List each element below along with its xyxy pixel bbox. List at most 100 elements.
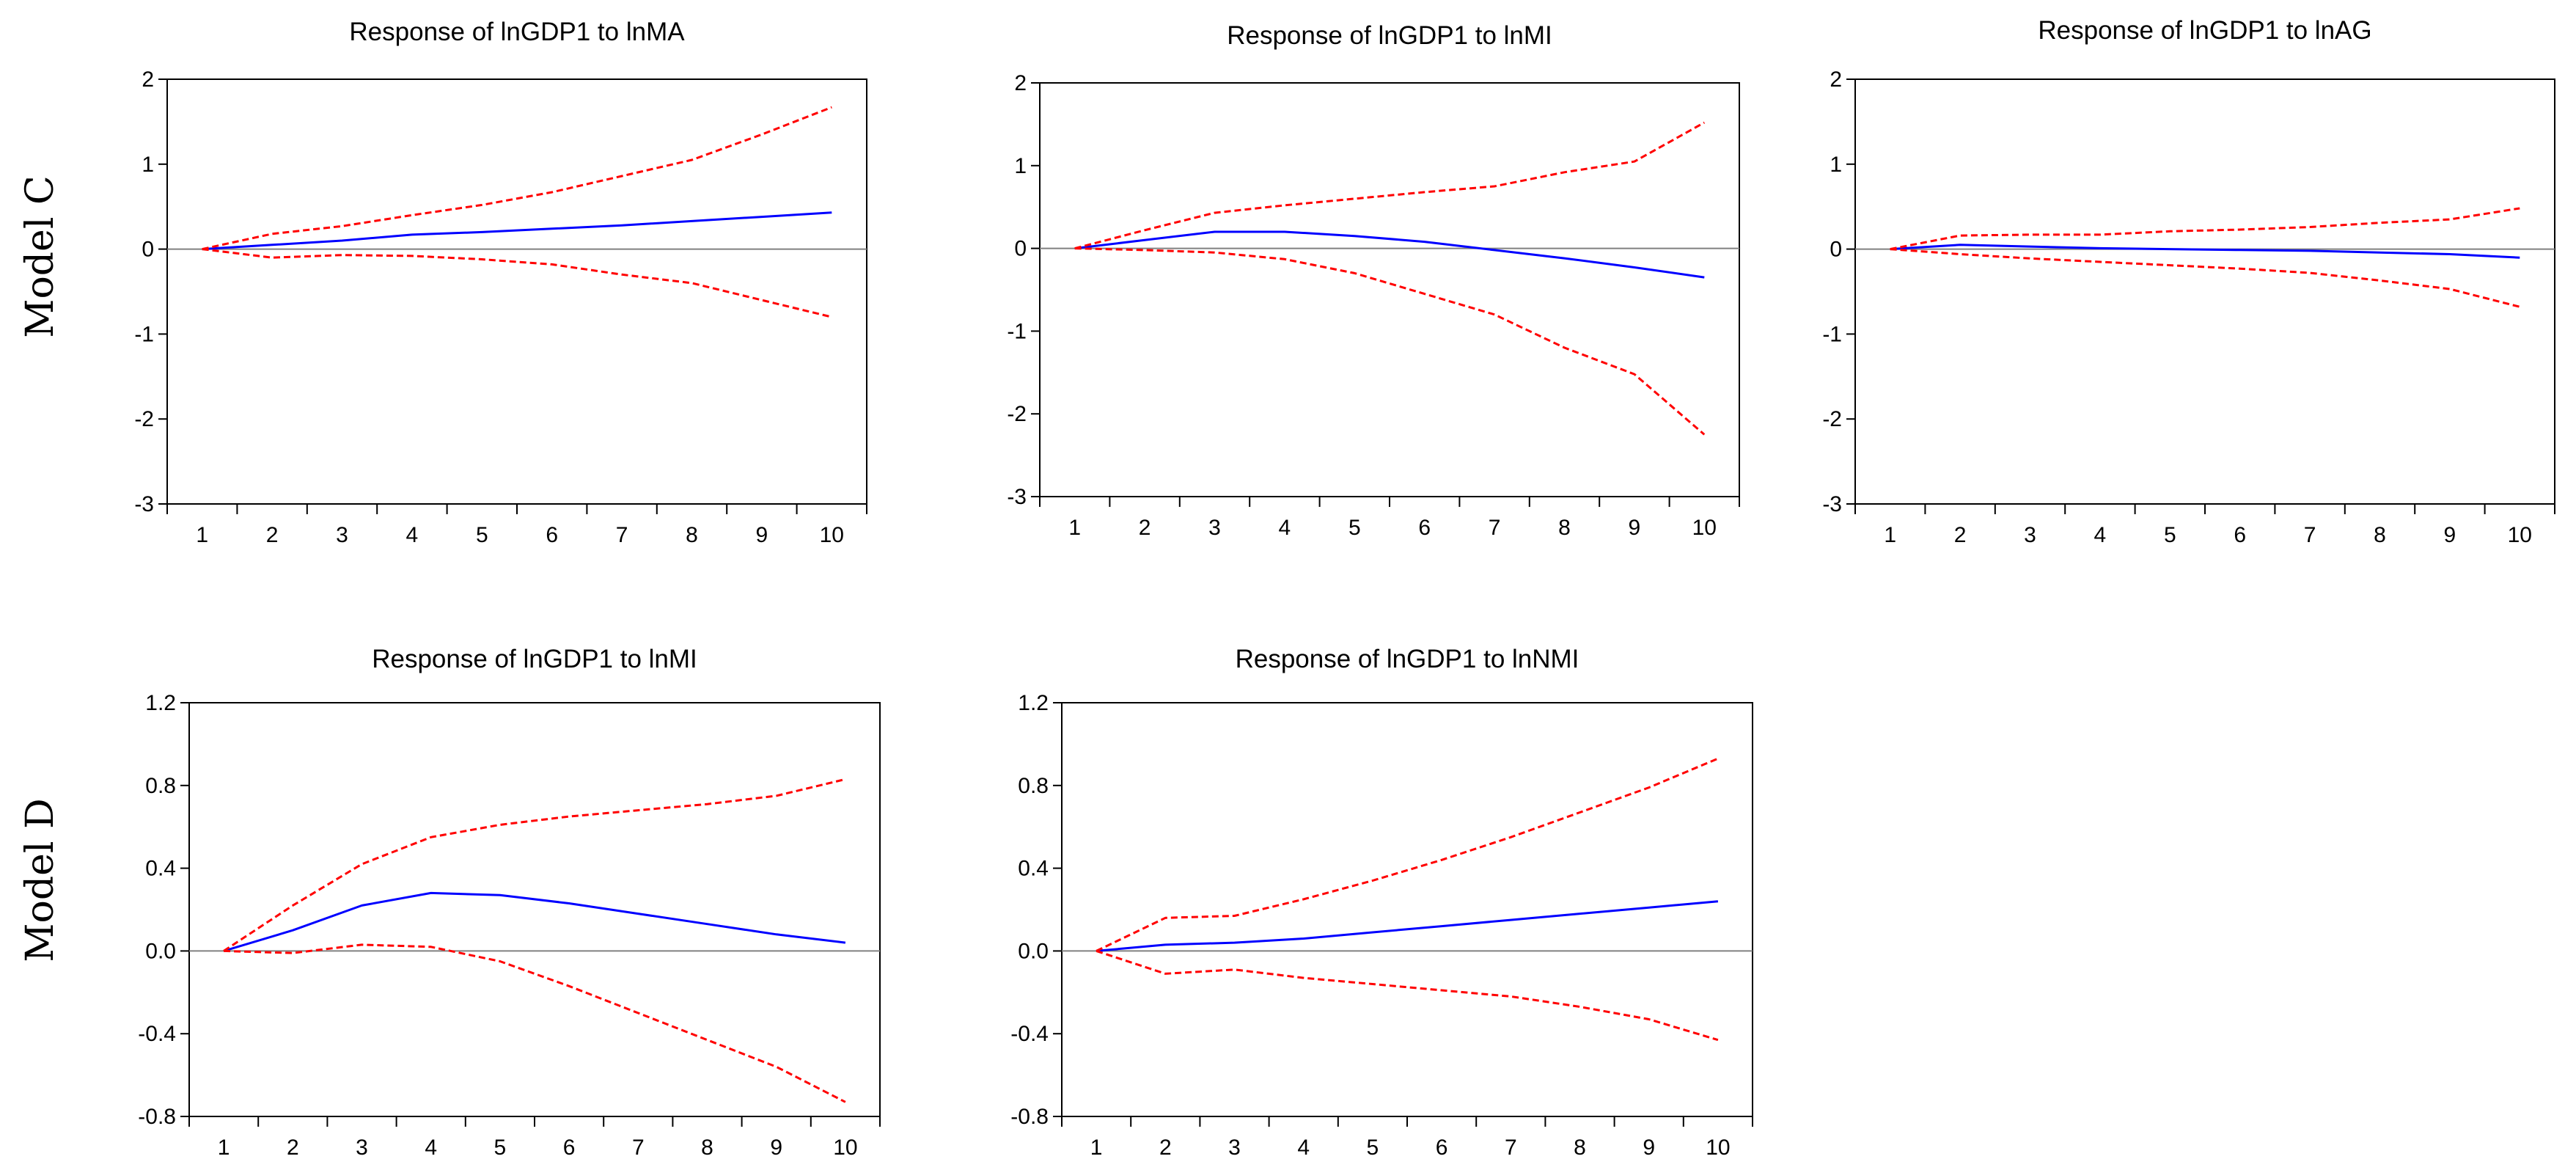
y-tick-label: -0.8 [138,1105,176,1129]
x-tick-label: 2 [287,1136,299,1160]
series-line-response [1074,230,1705,279]
x-tick-label: 8 [1574,1136,1586,1160]
y-tick-label: -3 [1822,492,1842,516]
series-line-upper [1890,207,2520,251]
x-tick-label: 4 [406,523,419,547]
x-tick-label: 6 [2234,523,2246,547]
y-tick-label: 0 [1014,237,1027,261]
y-tick-label: 0.0 [1018,939,1049,963]
y-tick-label: 0.4 [145,857,176,881]
chart-title: Response of lnGDP1 to lnMI [1227,21,1552,50]
chart-title: Response of lnGDP1 to lnNMI [1236,645,1579,673]
x-tick-label: 6 [563,1136,576,1160]
x-tick-label: 9 [770,1136,782,1160]
plot-frame [188,702,881,1117]
y-tick-label: 1.2 [1018,691,1049,715]
x-tick-label: 1 [218,1136,230,1160]
y-tick-label: -3 [1007,485,1027,509]
x-tick-label: 1 [196,523,208,547]
x-tick-label: 3 [2024,523,2036,547]
x-tick-label: 7 [616,523,628,547]
x-tick-label: 9 [2444,523,2456,547]
y-tick-label: 0.4 [1018,857,1049,881]
plot-frame [166,78,867,505]
x-tick-label: 2 [1159,1136,1172,1160]
x-tick-label: 5 [2164,523,2176,547]
series-line-lower [1074,247,1706,436]
series-line-lower [1890,248,2520,308]
x-tick-label: 6 [546,523,558,547]
x-tick-label: 2 [1954,523,1967,547]
x-tick-label: 7 [1505,1136,1517,1160]
x-tick-label: 9 [1643,1136,1655,1160]
y-tick-label: -2 [1822,407,1842,431]
x-tick-label: 7 [2304,523,2316,547]
row-label-model-c: Model C [18,175,62,338]
x-tick-label: 4 [1297,1136,1310,1160]
chart-title: Response of lnGDP1 to lnMA [349,18,685,46]
y-tick-label: -2 [1007,402,1027,426]
x-tick-label: 4 [1279,516,1291,540]
series-line-upper [202,106,832,251]
x-tick-label: 1 [1090,1136,1103,1160]
series-line-upper [1074,121,1706,250]
series-line-response [1096,900,1719,952]
y-tick-label: 0.8 [145,774,176,798]
chart-panel-5: Response of lnGDP1 to lnNMI 1.2 0.8 0.4 0.0 -… [1010,645,1753,1160]
x-tick-label: 4 [425,1136,437,1160]
row-label-model-d: Model D [18,798,62,962]
x-tick-label: 5 [494,1136,507,1160]
series-line-lower [202,248,832,318]
series-line-lower [1096,949,1719,1042]
y-tick-label: -2 [134,407,154,431]
x-tick-label: 10 [1706,1136,1730,1160]
y-tick-label: 0.0 [145,939,176,963]
y-tick-label: 2 [1830,67,1842,92]
x-tick-label: 6 [1436,1136,1448,1160]
x-tick-label: 3 [1228,1136,1241,1160]
series-line-response [1890,244,2520,259]
x-tick-label: 1 [1884,523,1896,547]
x-tick-label: 8 [686,523,698,547]
y-tick-label: -0.8 [1010,1105,1049,1129]
x-tick-label: 8 [1558,516,1571,540]
x-tick-label: 9 [1629,516,1641,540]
x-tick-label: 9 [756,523,768,547]
plot-frame [1854,78,2555,505]
y-tick-label: 0 [142,238,154,262]
x-tick-label: 10 [833,1136,857,1160]
x-tick-label: 1 [1068,516,1081,540]
series-line-lower [224,943,846,1103]
y-tick-label: -1 [1007,319,1027,343]
series-line-response [202,211,832,251]
x-tick-label: 7 [632,1136,645,1160]
x-tick-label: 3 [336,523,348,547]
y-tick-label: -0.4 [1010,1022,1049,1046]
x-tick-label: 5 [1367,1136,1379,1160]
chart-title: Response of lnGDP1 to lnAG [2038,16,2371,45]
y-tick-label: 1 [142,153,154,177]
series-line-upper [1096,757,1719,952]
y-tick-label: -1 [134,322,154,346]
x-tick-label: 4 [2094,523,2107,547]
y-tick-label: -3 [134,492,154,516]
y-tick-label: 0.8 [1018,774,1049,798]
x-tick-label: 8 [2374,523,2386,547]
x-tick-label: 2 [1139,516,1151,540]
y-tick-label: 2 [142,67,154,92]
y-tick-label: 0 [1830,238,1842,262]
x-tick-label: 3 [356,1136,368,1160]
plot-frame [1061,702,1753,1117]
x-tick-label: 8 [701,1136,713,1160]
x-tick-label: 6 [1418,516,1431,540]
y-tick-label: 1 [1830,153,1842,177]
x-tick-label: 10 [1692,516,1717,540]
chart-panel-4: Response of lnGDP1 to lnMI 1.2 0.8 0.4 0.0 -0… [138,645,881,1160]
y-tick-label: 2 [1014,71,1027,95]
x-tick-label: 2 [266,523,279,547]
